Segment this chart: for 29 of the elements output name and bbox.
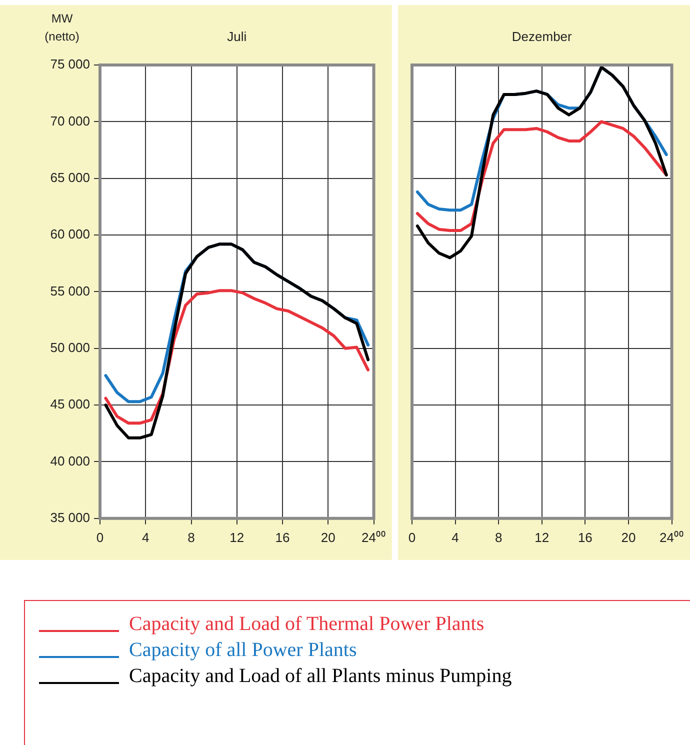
x-tick-label: 4 <box>142 530 150 545</box>
x-tick-label: 20 <box>621 530 636 545</box>
y-tick-label: 60 000 <box>50 226 90 242</box>
y-tick-label: 70 000 <box>50 113 90 128</box>
x-tick-label: 8 <box>494 530 502 545</box>
chart-title: Dezember <box>512 29 573 44</box>
y-tick-label: 65 000 <box>50 170 90 185</box>
y-axis-title: MW (netto) <box>44 11 80 44</box>
x-tick-label: 8 <box>188 530 195 545</box>
y-tick-label: 45 000 <box>50 396 90 412</box>
legend-label: Capacity and Load of all Plants minus Pumping <box>129 664 512 689</box>
x-tick-label: 24⁰⁰ <box>362 530 386 545</box>
x-tick-label: 16 <box>578 530 592 545</box>
y-tick-label: 35 000 <box>50 510 90 525</box>
x-tick-label: 0 <box>408 530 416 545</box>
x-tick-label: 4 <box>452 530 459 545</box>
legend-label: Capacity of all Power Plants <box>129 638 357 663</box>
y-tick-label: 40 000 <box>50 453 90 468</box>
y-tick-label: 75 000 <box>50 56 90 72</box>
y-tick-label: 55 000 <box>50 283 90 298</box>
legend-label: Capacity and Load of Thermal Power Plants <box>129 612 484 637</box>
x-tick-label: 24⁰⁰ <box>660 530 684 545</box>
x-tick-label: 12 <box>534 530 550 545</box>
x-tick-label: 12 <box>230 530 244 545</box>
chart-title: Juli <box>227 29 247 44</box>
x-tick-label: 16 <box>275 530 290 545</box>
x-tick-label: 20 <box>320 530 336 545</box>
y-tick-label: 50 000 <box>50 340 90 355</box>
x-tick-label: 0 <box>96 530 104 545</box>
